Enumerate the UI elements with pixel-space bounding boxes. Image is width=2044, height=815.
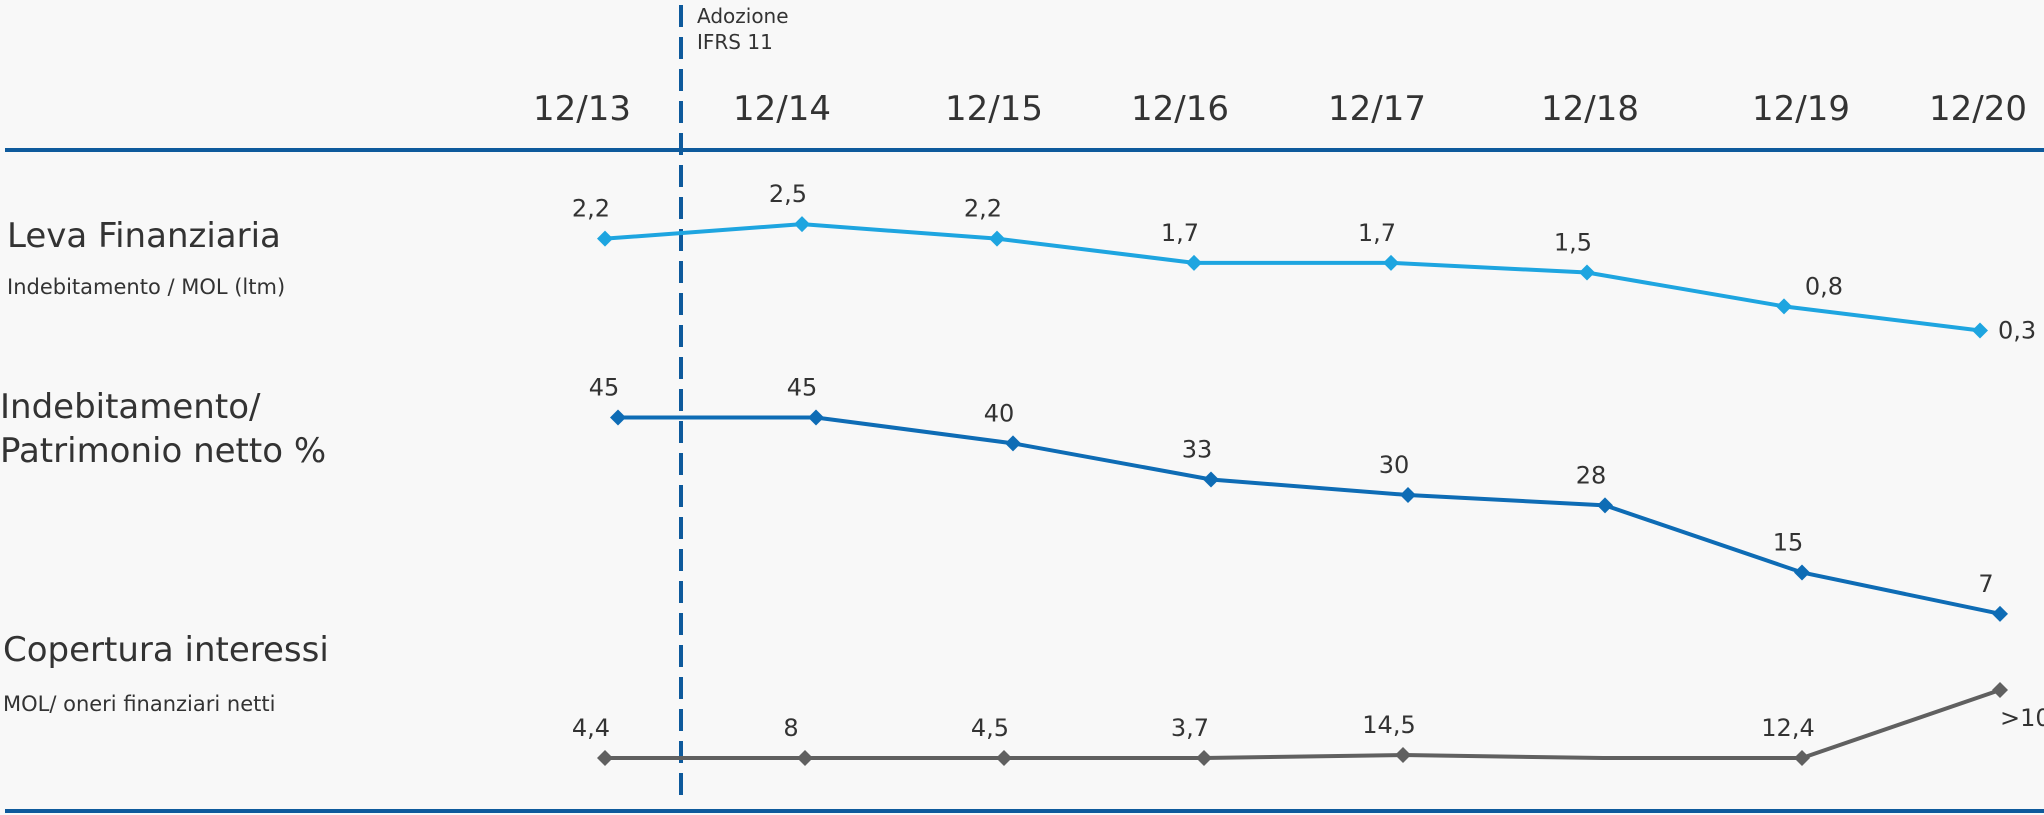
copertura-subtitle: MOL/ oneri finanziari netti	[3, 692, 276, 716]
copertura-data-point	[1992, 682, 2008, 698]
copertura-data-point	[996, 750, 1012, 766]
leva-data-label: 2,2	[964, 195, 1002, 223]
indeb-data-point	[1005, 435, 1021, 452]
indeb-data-point	[610, 409, 626, 426]
leva-data-point	[1579, 264, 1595, 281]
leva-data-point	[1186, 254, 1202, 271]
indeb-data-point	[1203, 471, 1219, 488]
leva-data-point	[1972, 322, 1988, 339]
leva-title: Leva Finanziaria	[7, 216, 281, 256]
copertura-data-point	[1794, 750, 1810, 766]
indeb-data-label: 15	[1773, 529, 1804, 557]
copertura-series-line	[605, 688, 2001, 760]
indeb-title: Indebitamento/ Patrimonio netto %	[0, 385, 326, 473]
indeb-data-point	[1992, 605, 2008, 622]
copertura-data-point	[797, 750, 813, 766]
copertura-data-label: 4,4	[572, 714, 610, 742]
copertura-data-label: 14,5	[1362, 711, 1415, 739]
indeb-title-line2: Patrimonio netto %	[0, 431, 327, 471]
leva-data-point	[794, 216, 810, 233]
year-tick-label: 12/15	[945, 89, 1043, 129]
copertura-data-label: >10	[2000, 704, 2044, 732]
copertura-data-label: 8	[783, 714, 798, 742]
copertura-title: Copertura interessi	[3, 630, 329, 670]
year-tick-label: 12/17	[1328, 89, 1426, 129]
leva-data-label: 0,8	[1805, 272, 1843, 300]
year-tick-label: 12/18	[1541, 89, 1639, 129]
year-tick-label: 12/14	[733, 89, 831, 129]
leva-subtitle: Indebitamento / MOL (ltm)	[7, 275, 286, 299]
indeb-data-label: 45	[787, 374, 818, 402]
copertura-data-label: 12,4	[1761, 714, 1814, 742]
indeb-data-label: 7	[1978, 570, 1993, 598]
indeb-data-label: 40	[984, 399, 1015, 427]
indeb-data-label: 45	[589, 374, 620, 402]
indeb-series-line	[618, 415, 2001, 616]
copertura-data-point	[1395, 747, 1411, 763]
leva-data-point	[1383, 254, 1399, 271]
year-tick-label: 12/16	[1131, 89, 1229, 129]
indeb-data-point	[1597, 497, 1613, 514]
ifrs-annotation-line1: Adozione	[697, 4, 789, 28]
leva-data-point	[1776, 298, 1792, 315]
ifrs-annotation: Adozione IFRS 11	[697, 3, 789, 55]
leva-data-label: 1,7	[1358, 219, 1396, 247]
copertura-data-point	[597, 750, 613, 766]
year-tick-label: 12/20	[1929, 89, 2027, 129]
indeb-data-label: 33	[1182, 436, 1213, 464]
copertura-data-label: 4,5	[971, 714, 1009, 742]
indeb-data-label: 30	[1379, 451, 1410, 479]
leva-data-point	[989, 230, 1005, 247]
copertura-data-point	[1196, 750, 1212, 766]
indeb-title-line1: Indebitamento/	[0, 387, 261, 427]
indeb-data-point	[808, 409, 824, 426]
year-tick-label: 12/13	[533, 89, 631, 129]
year-tick-label: 12/19	[1752, 89, 1850, 129]
leva-data-label: 2,5	[769, 180, 807, 208]
leva-series-line	[604, 222, 1981, 333]
leva-data-label: 1,5	[1554, 229, 1592, 257]
leva-data-label: 2,2	[572, 195, 610, 223]
copertura-data-label: 3,7	[1171, 714, 1209, 742]
leva-data-label: 0,3	[1998, 317, 2036, 345]
indeb-data-point	[1794, 564, 1810, 581]
indeb-data-point	[1400, 487, 1416, 503]
indeb-data-label: 28	[1576, 461, 1607, 489]
leva-data-label: 1,7	[1161, 219, 1199, 247]
ifrs-annotation-line2: IFRS 11	[697, 30, 773, 54]
leva-data-point	[597, 230, 613, 247]
